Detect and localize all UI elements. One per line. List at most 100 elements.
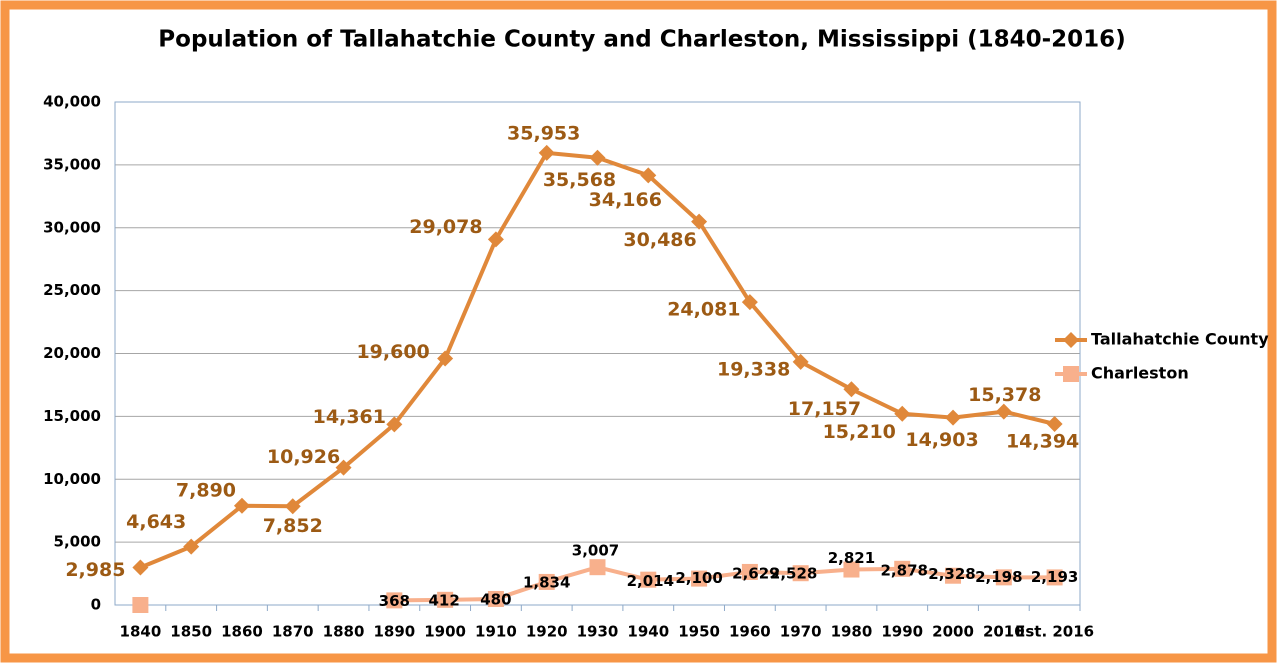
data-label: 368	[379, 592, 410, 610]
marker	[437, 591, 454, 608]
data-label: 1,834	[523, 573, 570, 591]
legend-label: Charleston	[1091, 364, 1189, 383]
marker	[487, 231, 504, 248]
x-tick-label: 1870	[272, 623, 314, 641]
data-label: 10,926	[267, 446, 340, 468]
data-label: 14,394	[1006, 430, 1079, 452]
marker	[1046, 569, 1063, 586]
x-tick-label: 1940	[627, 623, 669, 641]
y-tick-label: 20,000	[43, 344, 101, 362]
data-label: 2,985	[65, 559, 125, 581]
y-tick-label: 5,000	[54, 533, 101, 551]
data-label: 7,890	[176, 479, 236, 501]
data-label: 2,014	[627, 572, 674, 590]
data-label: 7,852	[263, 515, 323, 537]
data-label: 480	[480, 590, 511, 608]
marker	[284, 498, 301, 515]
data-label: 34,166	[589, 189, 662, 211]
x-tick-label: 1840	[120, 623, 162, 641]
x-tick-label: 1880	[323, 623, 365, 641]
y-tick-label: 15,000	[43, 407, 101, 425]
marker	[995, 569, 1012, 586]
data-label: 19,600	[356, 341, 429, 363]
marker	[792, 353, 809, 370]
marker	[945, 567, 962, 584]
legend-label: Tallahatchie County	[1091, 330, 1269, 349]
marker	[132, 559, 149, 576]
marker	[691, 570, 708, 587]
data-label: 2,193	[1031, 568, 1078, 586]
data-label: 19,338	[717, 358, 790, 380]
data-label: 3,007	[572, 542, 619, 560]
x-tick-label: 1960	[729, 623, 771, 641]
data-label: 2,629	[732, 564, 779, 582]
marker	[386, 592, 403, 609]
data-label: 2,878	[881, 561, 928, 579]
y-tick-label: 40,000	[43, 93, 101, 111]
x-tick-label: 1900	[424, 623, 466, 641]
marker	[843, 381, 860, 398]
marker	[538, 573, 555, 590]
marker	[843, 561, 860, 578]
y-tick-label: 25,000	[43, 281, 101, 299]
x-tick-label: 1990	[881, 623, 923, 641]
data-label: 2,328	[928, 565, 975, 583]
x-tick-label: 1970	[780, 623, 822, 641]
marker	[589, 559, 606, 576]
y-tick-label: 30,000	[43, 218, 101, 236]
data-label: 17,157	[788, 398, 861, 420]
marker	[995, 403, 1012, 420]
marker	[691, 213, 708, 230]
data-label: 29,078	[409, 216, 482, 238]
data-label: 2,528	[770, 565, 817, 583]
plot-area	[114, 101, 1081, 606]
data-label: 2,198	[975, 568, 1022, 586]
data-label: 2,100	[675, 569, 722, 587]
marker	[741, 563, 758, 580]
y-tick-label: 35,000	[43, 155, 101, 173]
data-label: 24,081	[667, 299, 740, 321]
marker	[945, 409, 962, 426]
marker	[894, 560, 911, 577]
marker	[792, 565, 809, 582]
x-tick-label: 1890	[373, 623, 415, 641]
x-tick-label: 1850	[170, 623, 212, 641]
data-label: 30,486	[623, 229, 696, 251]
y-tick-label: 10,000	[43, 470, 101, 488]
data-label: 15,378	[968, 384, 1041, 406]
legend-marker	[1063, 366, 1079, 382]
x-tick-label: 1860	[221, 623, 263, 641]
marker	[335, 459, 352, 476]
marker	[894, 405, 911, 422]
marker	[640, 167, 657, 184]
series-line	[394, 565, 1055, 603]
marker	[1046, 415, 1063, 432]
data-label: 14,361	[313, 406, 386, 428]
x-tick-label: 1920	[526, 623, 568, 641]
x-tick-label: 2010	[983, 623, 1025, 641]
marker	[132, 597, 149, 613]
x-tick-label: 1980	[831, 623, 873, 641]
marker	[386, 416, 403, 433]
data-label: 15,210	[823, 421, 896, 443]
x-tick-label: 1930	[577, 623, 619, 641]
marker	[183, 538, 200, 555]
marker	[233, 497, 250, 514]
data-label: 2,821	[828, 549, 875, 567]
legend-marker	[1063, 332, 1079, 348]
y-tick-label: 0	[91, 596, 101, 614]
x-tick-label: 1910	[475, 623, 517, 641]
marker	[437, 350, 454, 367]
marker	[487, 590, 504, 607]
data-label: 14,903	[905, 429, 978, 451]
x-tick-label: Est. 2016	[1015, 623, 1094, 641]
x-tick-label: 2000	[932, 623, 974, 641]
x-tick-label: 1950	[678, 623, 720, 641]
chart-title: Population of Tallahatchie County and Ch…	[158, 27, 1125, 53]
data-label: 35,953	[507, 122, 580, 144]
data-label: 35,568	[543, 169, 616, 191]
marker	[741, 294, 758, 311]
marker	[640, 571, 657, 588]
